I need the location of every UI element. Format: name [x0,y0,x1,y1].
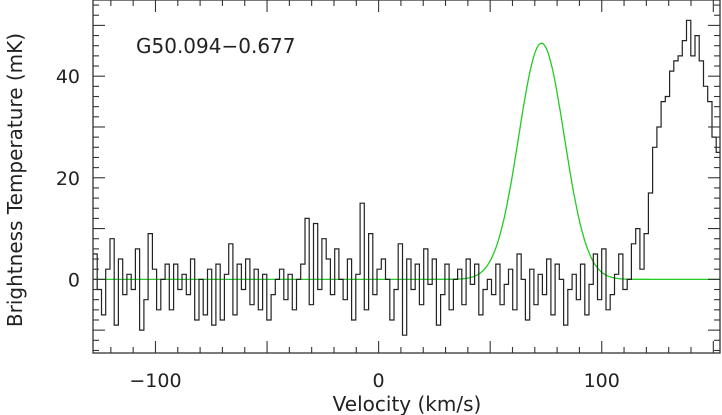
y-tick-label: 20 [56,168,80,190]
x-tick-label: −100 [129,370,181,392]
plot-frame [92,0,721,354]
gaussian-fit-line [93,42,720,281]
spectrum-step-line [93,19,720,336]
x-axis-title: Velocity (km/s) [333,392,482,415]
y-tick-label: 40 [56,66,80,88]
x-tick-label: 100 [584,370,620,392]
x-tick-label: 0 [373,370,385,392]
axis-tick-labels: −100 0 100 0 20 40 [56,66,620,392]
y-tick-label: 0 [68,269,80,291]
y-axis-title: Brightness Temperature (mK) [3,33,27,327]
source-name-label: G50.094−0.677 [136,34,296,58]
axis-ticks [93,0,720,353]
